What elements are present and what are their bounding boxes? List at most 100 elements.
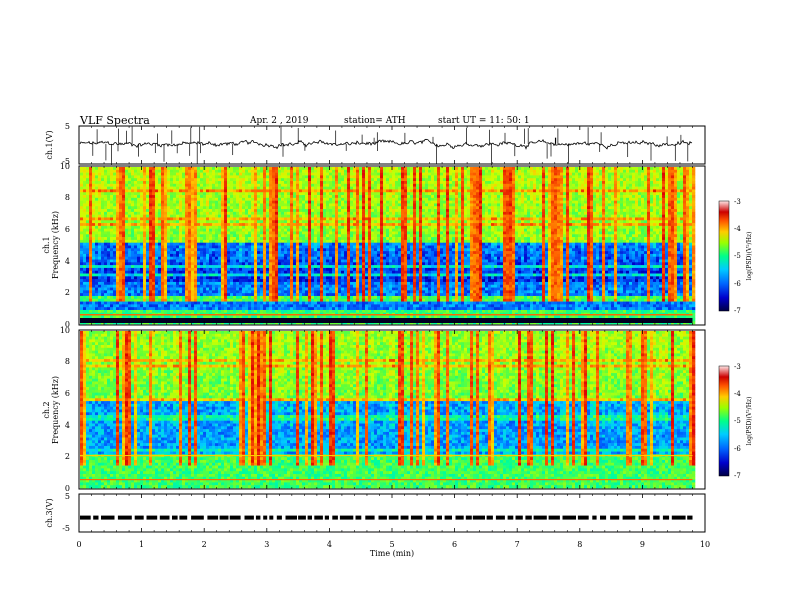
- spectrogram-cell: [209, 231, 213, 235]
- spectrogram-cell: [323, 225, 327, 229]
- spectrogram-cell: [404, 223, 408, 227]
- spectrogram-cell: [536, 181, 540, 185]
- spectrogram-cell: [209, 203, 213, 207]
- spectrogram-cell: [281, 223, 285, 227]
- spectrogram-cell: [233, 181, 237, 185]
- spectrogram-cell: [338, 181, 342, 185]
- spectrogram-cell: [677, 167, 681, 171]
- spectrogram-cell: [479, 200, 483, 204]
- spectrogram-cell: [617, 228, 621, 232]
- spectrogram-cell: [104, 186, 108, 190]
- spectrogram-cell: [173, 223, 177, 227]
- spectrogram-cell: [176, 200, 180, 204]
- spectrogram-cell: [131, 172, 135, 176]
- spectrogram-cell: [218, 175, 222, 179]
- spectrogram-cell: [530, 231, 534, 235]
- spectrogram-cell: [494, 183, 498, 187]
- spectrogram-cell: [326, 225, 330, 229]
- spectrogram-cell: [227, 211, 231, 215]
- spectrogram-cell: [635, 167, 639, 171]
- spectrogram-cell: [599, 200, 603, 204]
- spectrogram-cell: [527, 181, 531, 185]
- spectrogram-cell: [221, 197, 225, 201]
- spectrogram-cell: [620, 192, 624, 196]
- spectrogram-cell: [242, 186, 246, 190]
- spectrogram-cell: [464, 189, 468, 193]
- spectrogram-cell: [299, 220, 303, 224]
- spectrogram-cell: [407, 169, 411, 173]
- spectrogram-cell: [296, 203, 300, 207]
- spectrogram-cell: [197, 195, 201, 199]
- spectrogram-cell: [536, 183, 540, 187]
- spectrogram-cell: [605, 228, 609, 232]
- spectrogram-cell: [524, 209, 528, 213]
- spectrogram-cell: [170, 223, 174, 227]
- spectrogram-cell: [641, 211, 645, 215]
- spectrogram-cell: [392, 178, 396, 182]
- spectrogram-cell: [230, 197, 234, 201]
- spectrogram-cell: [569, 220, 573, 224]
- spectrogram-cell: [449, 183, 453, 187]
- spectrogram-cell: [572, 192, 576, 196]
- spectrogram-cell: [512, 186, 516, 190]
- spectrogram-cell: [665, 172, 669, 176]
- spectrogram-cell: [416, 189, 420, 193]
- spectrogram-cell: [287, 214, 291, 218]
- spectrogram-cell: [368, 200, 372, 204]
- spectrogram-cell: [605, 211, 609, 215]
- spectrogram-cell: [626, 225, 630, 229]
- spectrogram-cell: [362, 203, 366, 207]
- spectrogram-cell: [494, 203, 498, 207]
- spectrogram-cell: [605, 200, 609, 204]
- spectrogram-cell: [602, 203, 606, 207]
- spectrogram-cell: [143, 172, 147, 176]
- spectrogram-cell: [359, 217, 363, 221]
- spectrogram-cell: [161, 192, 165, 196]
- spectrogram-cell: [218, 211, 222, 215]
- spectrogram-cell: [344, 231, 348, 235]
- spectrogram-cell: [506, 195, 510, 199]
- spectrogram-cell: [356, 231, 360, 235]
- spectrogram-cell: [425, 225, 429, 229]
- spectrogram-cell: [542, 203, 546, 207]
- spectrogram-cell: [302, 192, 306, 196]
- spectrogram-cell: [686, 197, 690, 201]
- spectrogram-cell: [206, 175, 210, 179]
- spectrogram-cell: [449, 203, 453, 207]
- spectrogram-cell: [575, 172, 579, 176]
- spectrogram-cell: [311, 167, 315, 171]
- spectrogram-cell: [476, 223, 480, 227]
- spectrogram-cell: [404, 197, 408, 201]
- spectrogram-cell: [203, 186, 207, 190]
- spectrogram-cell: [425, 200, 429, 204]
- spectrogram-cell: [515, 192, 519, 196]
- spectrogram-cell: [617, 175, 621, 179]
- spectrogram-cell: [494, 169, 498, 173]
- spectrogram-cell: [638, 211, 642, 215]
- spectrogram-cell: [539, 175, 543, 179]
- spectrogram-cell: [119, 220, 123, 224]
- spectrogram-cell: [521, 172, 525, 176]
- spectrogram-cell: [320, 211, 324, 215]
- spectrogram-cell: [686, 223, 690, 227]
- spectrogram-cell: [329, 169, 333, 173]
- spectrogram-cell: [518, 225, 522, 229]
- spectrogram-cell: [575, 183, 579, 187]
- spectrogram-cell: [605, 178, 609, 182]
- spectrogram-cell: [227, 186, 231, 190]
- spectrogram-cell: [329, 189, 333, 193]
- spectrogram-cell: [191, 169, 195, 173]
- spectrogram-cell: [338, 186, 342, 190]
- spectrogram-cell: [569, 186, 573, 190]
- spectrogram-cell: [515, 186, 519, 190]
- spectrogram-cell: [281, 203, 285, 207]
- spectrogram-cell: [602, 167, 606, 171]
- spectrogram-cell: [203, 183, 207, 187]
- spectrogram-cell: [128, 181, 132, 185]
- spectrogram-cell: [491, 183, 495, 187]
- spectrogram-cell: [101, 234, 105, 238]
- spectrogram-cell: [407, 186, 411, 190]
- spectrogram-cell: [287, 223, 291, 227]
- spectrogram-cell: [500, 175, 504, 179]
- spectrogram-cell: [587, 178, 591, 182]
